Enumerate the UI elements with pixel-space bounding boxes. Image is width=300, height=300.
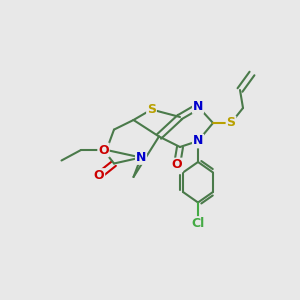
Text: N: N	[136, 151, 146, 164]
Text: Cl: Cl	[191, 217, 205, 230]
Text: O: O	[94, 169, 104, 182]
Text: N: N	[193, 100, 203, 113]
Text: S: S	[226, 116, 236, 130]
Text: O: O	[98, 143, 109, 157]
Text: S: S	[147, 103, 156, 116]
Text: N: N	[193, 134, 203, 148]
Text: O: O	[172, 158, 182, 172]
